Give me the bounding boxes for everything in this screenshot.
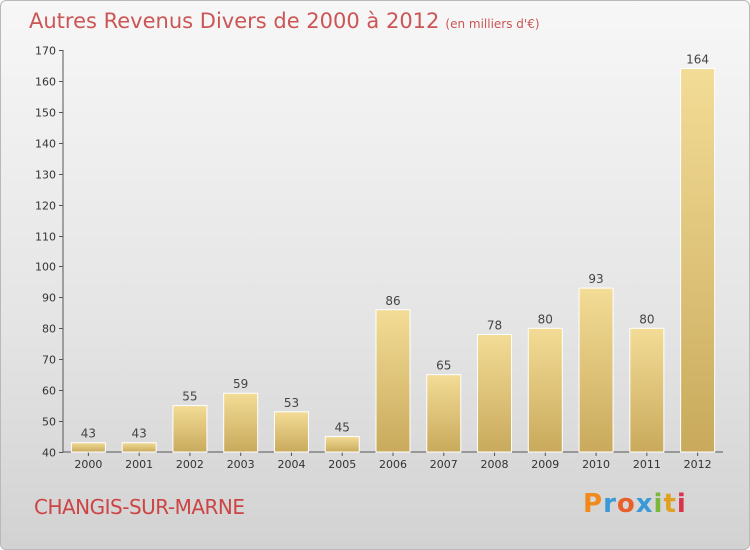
commune-name: CHANGIS-SUR-MARNE bbox=[34, 495, 245, 519]
chart-title-text: Autres Revenus Divers de 2000 à 2012 bbox=[29, 9, 440, 33]
x-tick-label: 2003 bbox=[227, 458, 255, 471]
y-tick-label: 60 bbox=[42, 385, 56, 398]
data-label: 43 bbox=[132, 427, 147, 441]
chart-bars bbox=[70, 68, 716, 453]
data-label: 93 bbox=[588, 272, 603, 286]
x-tick-label: 2000 bbox=[74, 458, 102, 471]
data-label: 59 bbox=[233, 377, 248, 391]
bar bbox=[223, 392, 259, 453]
bar bbox=[375, 309, 411, 453]
bar bbox=[527, 327, 563, 453]
x-tick-label: 2011 bbox=[633, 458, 661, 471]
x-tick-label: 2004 bbox=[277, 458, 305, 471]
x-tick-label: 2012 bbox=[684, 458, 712, 471]
chart-title: Autres Revenus Divers de 2000 à 2012 (en … bbox=[29, 9, 540, 33]
x-tick-label: 2010 bbox=[582, 458, 610, 471]
data-label: 86 bbox=[385, 294, 400, 308]
logo-letter: t bbox=[663, 489, 677, 519]
logo-letter: i bbox=[653, 489, 664, 519]
logo-letter: i bbox=[676, 489, 687, 519]
y-tick-label: 90 bbox=[42, 292, 56, 305]
y-tick-label: 120 bbox=[35, 200, 56, 213]
bar bbox=[70, 442, 106, 453]
y-tick-label: 170 bbox=[35, 45, 56, 58]
data-label: 65 bbox=[436, 359, 451, 373]
logo-letter: P bbox=[583, 489, 604, 519]
y-tick-label: 150 bbox=[35, 107, 56, 120]
y-tick-label: 70 bbox=[42, 354, 56, 367]
chart-subtitle: (en milliers d'€) bbox=[445, 17, 540, 31]
data-label: 78 bbox=[487, 318, 502, 332]
y-tick-label: 100 bbox=[35, 261, 56, 274]
data-label: 80 bbox=[639, 312, 654, 326]
data-label: 80 bbox=[538, 312, 553, 326]
proxiti-logo: Proxiti bbox=[583, 489, 687, 519]
bar bbox=[172, 405, 208, 453]
logo-letter: x bbox=[635, 489, 654, 519]
data-label: 43 bbox=[81, 427, 96, 441]
data-label: 45 bbox=[335, 421, 350, 435]
y-tick-label: 50 bbox=[42, 416, 56, 429]
bar bbox=[477, 333, 513, 453]
x-tick-label: 2009 bbox=[531, 458, 559, 471]
bar bbox=[629, 327, 665, 453]
y-tick-label: 130 bbox=[35, 169, 56, 182]
x-tick-label: 2007 bbox=[430, 458, 458, 471]
x-tick-label: 2002 bbox=[176, 458, 204, 471]
x-tick-label: 2001 bbox=[125, 458, 153, 471]
bar bbox=[273, 411, 309, 453]
bar bbox=[680, 68, 716, 453]
data-label: 53 bbox=[284, 396, 299, 410]
x-tick-label: 2008 bbox=[481, 458, 509, 471]
y-tick-label: 110 bbox=[35, 231, 56, 244]
bar bbox=[578, 287, 614, 453]
bar bbox=[324, 436, 360, 453]
logo-letter: o bbox=[616, 489, 636, 519]
bar bbox=[426, 374, 462, 453]
logo-letter: r bbox=[603, 489, 617, 519]
chart-axes: 40 50 60 70 80 90 100 110 120 130 140 150 160 170 bbox=[35, 45, 723, 460]
data-label: 164 bbox=[686, 53, 709, 67]
y-tick-label: 160 bbox=[35, 76, 56, 89]
y-tick-label: 80 bbox=[42, 323, 56, 336]
data-label: 55 bbox=[182, 390, 197, 404]
bar bbox=[121, 442, 157, 453]
y-tick-label: 40 bbox=[42, 447, 56, 460]
x-tick-label: 2005 bbox=[328, 458, 356, 471]
y-tick-label: 140 bbox=[35, 138, 56, 151]
x-tick-label: 2006 bbox=[379, 458, 407, 471]
chart-labels: 2000 43 2001 43 2002 55 2003 59 2004 53 2005 45 2006… bbox=[74, 53, 711, 471]
